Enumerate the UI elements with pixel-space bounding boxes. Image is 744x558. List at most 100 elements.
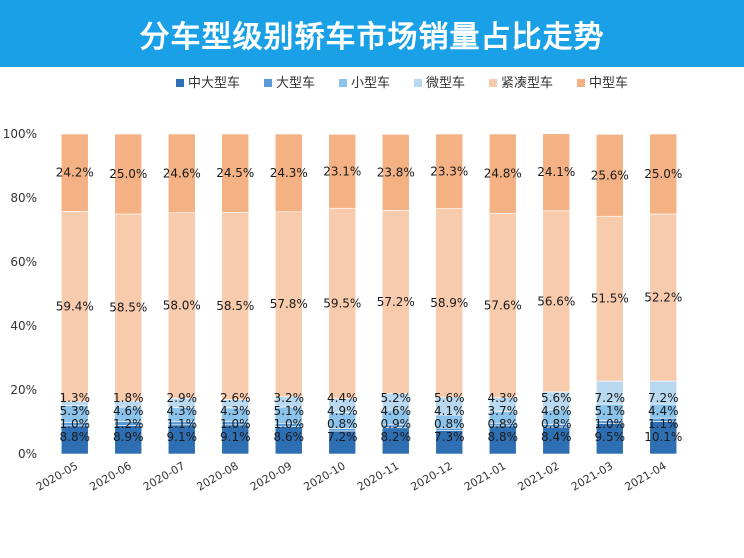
bar-segment — [381, 210, 410, 394]
bar-segment — [274, 133, 303, 213]
data-label: 4.4% — [648, 404, 679, 418]
data-label: 8.4% — [541, 430, 572, 444]
data-label: 1.0% — [274, 417, 305, 431]
bar-segment — [167, 212, 196, 399]
legend-label-5: 紧凑型车 — [501, 75, 553, 91]
bar-segment — [542, 133, 571, 212]
data-label: 5.6% — [541, 391, 572, 405]
data-label: 4.4% — [327, 391, 358, 405]
bar-segment — [60, 133, 89, 212]
bar-segment — [114, 213, 143, 402]
data-label: 8.9% — [113, 430, 144, 444]
x-tick-label: 2020-08 — [194, 459, 240, 493]
data-label: 51.5% — [591, 292, 629, 306]
legend-label-1: 中大型车 — [188, 75, 240, 91]
bar-segment — [542, 210, 571, 393]
x-tick-label: 2021-02 — [515, 459, 561, 493]
bar-segment — [381, 427, 410, 455]
legend-swatch-6 — [577, 79, 585, 87]
data-label: 4.9% — [327, 404, 358, 418]
data-label: 2.6% — [220, 391, 251, 405]
legend-label-3: 小型车 — [351, 75, 390, 91]
data-label: 0.8% — [541, 417, 572, 431]
x-tick-label: 2020-06 — [87, 459, 133, 493]
data-label: 0.9% — [381, 417, 412, 431]
data-label: 9.1% — [220, 430, 251, 444]
bar-segment — [167, 133, 196, 214]
data-label: 24.2% — [56, 166, 94, 180]
data-label: 24.8% — [484, 167, 522, 181]
data-label: 5.3% — [60, 404, 91, 418]
data-label: 10.1% — [644, 430, 682, 444]
data-label: 58.0% — [163, 299, 201, 313]
data-label: 4.3% — [167, 404, 198, 418]
legend-swatch-3 — [339, 79, 347, 87]
legend-label-4: 微型车 — [426, 75, 465, 91]
data-label: 8.6% — [274, 430, 305, 444]
data-label: 59.5% — [323, 296, 361, 310]
x-tick-label: 2020-11 — [355, 459, 401, 493]
data-label: 58.9% — [430, 296, 468, 310]
data-label: 59.4% — [56, 299, 94, 313]
data-label: 9.5% — [595, 430, 626, 444]
data-label: 24.1% — [537, 165, 575, 179]
legend-swatch-1 — [176, 79, 184, 87]
x-tick-label: 2020-07 — [141, 459, 187, 493]
data-label: 3.2% — [274, 391, 305, 405]
legend-swatch-5 — [489, 79, 497, 87]
data-label: 1.2% — [113, 417, 144, 431]
data-label: 23.3% — [430, 164, 468, 178]
x-tick-label: 2020-12 — [408, 459, 454, 493]
bar-segment — [381, 134, 410, 211]
bar-segment — [328, 134, 357, 209]
data-label: 1.0% — [60, 417, 91, 431]
data-label: 52.2% — [644, 291, 682, 305]
data-label: 7.2% — [648, 391, 679, 405]
data-label: 57.8% — [270, 297, 308, 311]
data-label: 7.2% — [327, 430, 358, 444]
data-label: 3.7% — [488, 404, 519, 418]
stacked-bar-chart: 中大型车 大型车 小型车 微型车 紧凑型车 中型车 0% 20% 40% 60% 80% 100% 20… — [3, 75, 683, 494]
title-banner: 分车型级别轿车市场销量占比走势 — [0, 0, 744, 67]
legend-label-2: 大型车 — [276, 75, 315, 91]
data-label: 1.1% — [648, 417, 679, 431]
chart-title: 分车型级别轿车市场销量占比走势 — [139, 19, 605, 55]
data-label: 24.3% — [270, 166, 308, 180]
data-label: 25.6% — [591, 168, 629, 182]
legend-swatch-2 — [264, 79, 272, 87]
bar-segment — [167, 424, 196, 455]
data-label: 1.1% — [167, 417, 198, 431]
data-label: 0.8% — [488, 417, 519, 431]
data-label: 9.1% — [167, 430, 198, 444]
bar-segment — [435, 133, 464, 209]
data-label: 4.1% — [434, 404, 465, 418]
bar-segment — [595, 134, 624, 217]
y-tick-label: 0% — [18, 447, 37, 461]
data-label: 1.0% — [220, 417, 251, 431]
data-label: 7.2% — [595, 391, 626, 405]
data-label: 56.6% — [537, 294, 575, 308]
data-label: 58.5% — [216, 299, 254, 313]
data-label: 25.0% — [109, 167, 147, 181]
data-label: 8.8% — [488, 430, 519, 444]
data-label: 23.1% — [323, 164, 361, 178]
bar-segment — [649, 133, 678, 215]
bar-segment — [488, 213, 517, 398]
data-label: 25.0% — [644, 167, 682, 181]
data-label: 1.8% — [113, 391, 144, 405]
bar-segment — [221, 133, 250, 213]
data-label: 4.6% — [541, 404, 572, 418]
data-label: 1.0% — [595, 417, 626, 431]
bar-segment — [595, 423, 624, 455]
bar-segment — [114, 425, 143, 455]
data-label: 7.3% — [434, 430, 465, 444]
data-label: 5.1% — [274, 404, 305, 418]
data-label: 57.2% — [377, 295, 415, 309]
data-label: 8.8% — [60, 430, 91, 444]
data-label: 24.5% — [216, 166, 254, 180]
data-label: 57.6% — [484, 299, 522, 313]
y-tick-label: 40% — [10, 319, 37, 333]
data-label: 4.3% — [488, 391, 519, 405]
bar-segment — [221, 424, 250, 455]
data-label: 4.3% — [220, 404, 251, 418]
